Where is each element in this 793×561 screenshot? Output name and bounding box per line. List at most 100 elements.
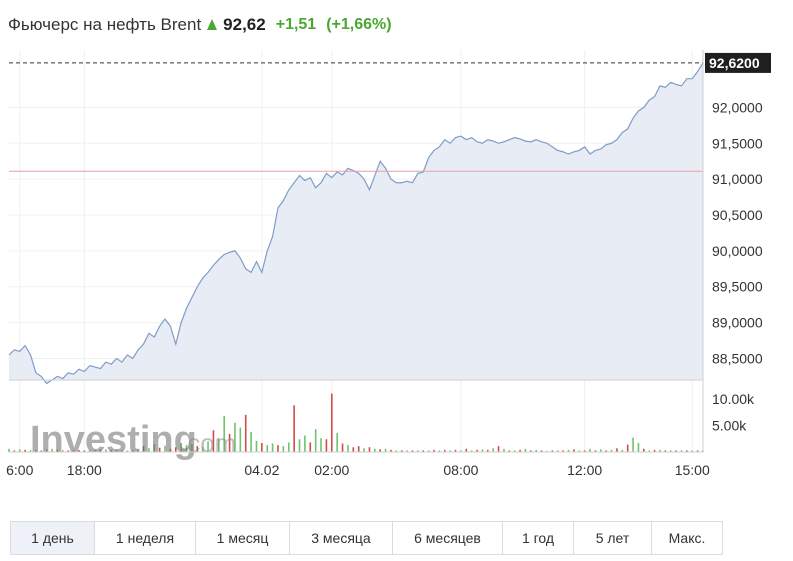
volume-bar [72, 449, 75, 452]
volume-bar [454, 449, 457, 452]
volume-bar [277, 445, 279, 452]
volume-bar [287, 442, 290, 452]
volume-bar [24, 449, 26, 452]
x-tick-label: 12:00 [567, 462, 602, 478]
volume-bar [347, 445, 349, 452]
volume-bar [357, 446, 360, 452]
volume-bar [304, 435, 306, 452]
volume-bar [648, 450, 651, 452]
volume-bar [164, 445, 166, 452]
volume-bar [433, 449, 435, 452]
volume-bar [212, 430, 215, 452]
period-tab[interactable]: 5 лет [574, 522, 652, 554]
volume-bar [325, 439, 328, 452]
volume-bar [255, 440, 258, 452]
volume-bar [659, 449, 661, 452]
period-tab[interactable]: 1 день [11, 522, 95, 554]
volume-bar [110, 449, 113, 452]
investing-watermark: Investing .com [30, 419, 236, 461]
volume-bar [573, 449, 575, 452]
period-tab[interactable]: 3 месяца [290, 522, 393, 554]
volume-bar [148, 448, 150, 452]
volume-bar [626, 444, 629, 452]
volume-bar [578, 450, 581, 452]
instrument-header: Фьючерс на нефть Brent 92,62 +1,51 (+1,6… [8, 14, 392, 36]
volume-bar [465, 448, 468, 452]
volume-bar [153, 444, 156, 452]
volume-bar [363, 448, 365, 452]
volume-bar [115, 449, 118, 452]
y-tick-label: 88,5000 [712, 350, 763, 366]
volume-bar [594, 450, 597, 452]
volume-bar [239, 427, 242, 452]
volume-bar [314, 429, 317, 452]
period-tab[interactable]: 6 месяцев [393, 522, 503, 554]
volume-bar [330, 393, 333, 452]
price-line [8, 62, 704, 385]
volume-bar [476, 449, 478, 452]
x-tick-label: 15:00 [675, 462, 710, 478]
volume-bars [8, 393, 704, 452]
period-selector: 1 день 1 неделя 1 месяц 3 месяца 6 месяцев 1 … [10, 521, 723, 555]
volume-bar [185, 445, 188, 452]
x-tick-label: 18:00 [67, 462, 102, 478]
volume-bar [78, 449, 80, 452]
volume-bar [250, 431, 252, 452]
volume-bar [535, 449, 538, 452]
price-chart[interactable]: Investing .com 92,0000 91,5000 91,0000 90,5… [0, 50, 793, 490]
volume-bar [470, 450, 473, 452]
volume-bar [406, 450, 408, 452]
volume-bar [669, 450, 672, 452]
volume-bar [174, 447, 177, 452]
volume-tick-label: 5.00k [712, 417, 747, 433]
volume-bar [298, 439, 301, 452]
y-tick-label: 91,5000 [712, 135, 763, 151]
volume-bar [196, 446, 199, 452]
volume-bar [562, 450, 564, 452]
volume-bar [336, 432, 338, 452]
period-tab[interactable]: 1 месяц [196, 522, 290, 554]
volume-bar [384, 448, 387, 452]
volume-bar [675, 450, 677, 452]
volume-bar [88, 450, 91, 452]
volume-bar [158, 447, 161, 452]
volume-bar [94, 449, 96, 452]
volume-bar [169, 448, 172, 452]
volume-bar [610, 449, 613, 452]
volume-bar [379, 449, 382, 452]
volume-bar [341, 443, 344, 452]
volume-bar [45, 449, 48, 452]
volume-bar [524, 448, 527, 452]
volume-bar [540, 450, 543, 452]
volume-bar [18, 449, 21, 452]
volume-bar [632, 437, 634, 452]
volume-bar [686, 450, 688, 452]
volume-bar [460, 450, 462, 452]
y-tick-label: 89,5000 [712, 279, 763, 295]
volume-bar [503, 448, 505, 452]
volume-bar [201, 447, 204, 452]
period-tab[interactable]: 1 неделя [95, 522, 196, 554]
volume-bar [691, 450, 694, 452]
volume-bar [218, 438, 220, 452]
volume-bar [621, 449, 624, 452]
volume-bar [228, 433, 231, 452]
volume-bar [438, 450, 441, 452]
price-change: +1,51 [275, 16, 317, 33]
period-tab[interactable]: Макс. [668, 530, 706, 546]
volume-tick-label: 10.00k [712, 391, 755, 407]
volume-bar [583, 450, 586, 452]
y-tick-label: 89,0000 [712, 315, 763, 331]
volume-bar [266, 445, 269, 452]
y-tick-label: 92,0000 [712, 99, 763, 115]
volume-bar [551, 450, 554, 452]
period-tab[interactable]: 1 год [503, 522, 574, 554]
volume-bar [223, 415, 225, 452]
volume-bar [8, 448, 10, 452]
last-price-label: 92,6200 [709, 55, 760, 71]
volume-bar [180, 442, 182, 452]
volume-bar [427, 450, 430, 452]
chart-axes: 92,0000 91,5000 91,0000 90,5000 90,0000 89,50… [6, 50, 771, 478]
volume-bar [282, 446, 285, 452]
x-tick-label: 02:00 [314, 462, 349, 478]
